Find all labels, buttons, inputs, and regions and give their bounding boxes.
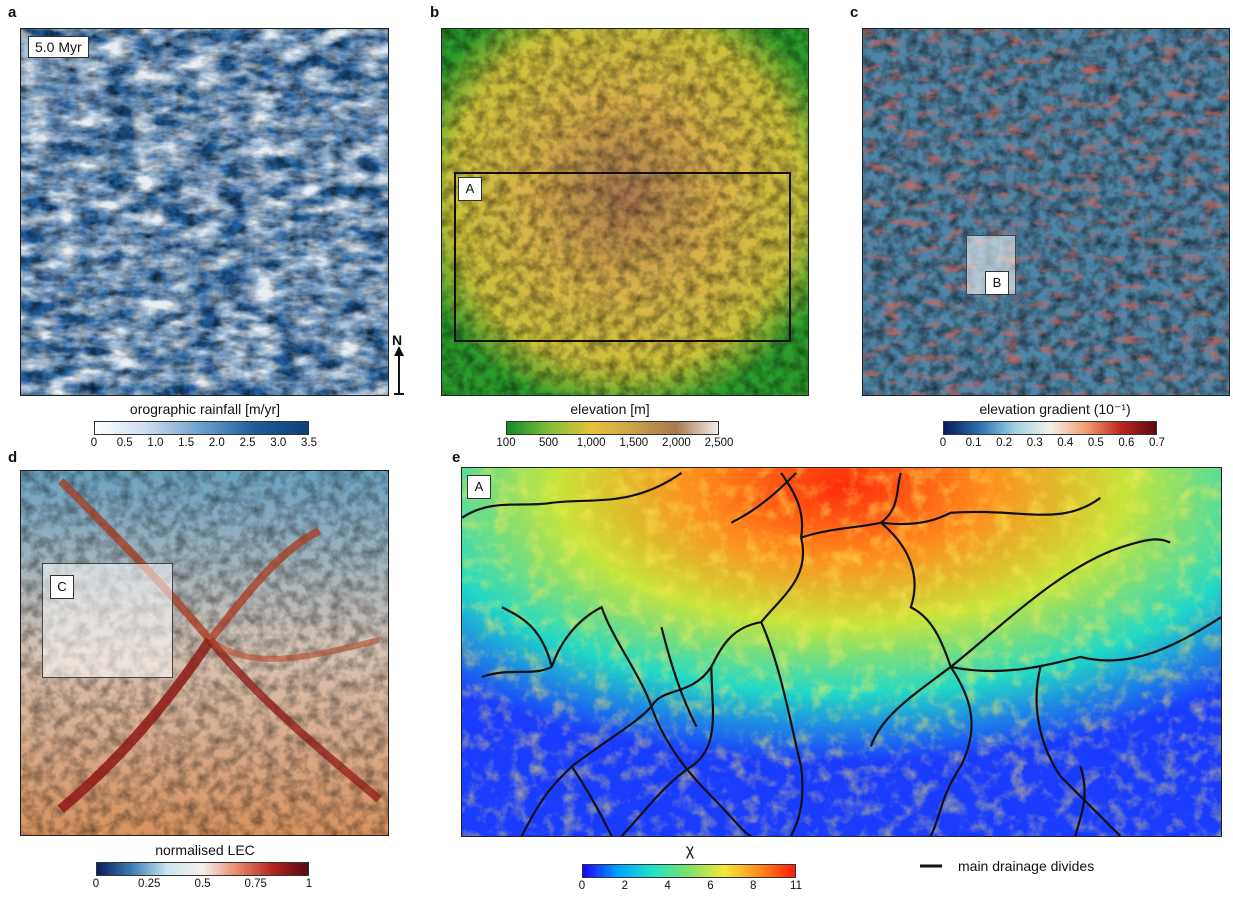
colorbar-tick-label: 0.75	[244, 878, 267, 890]
lec-colorbar	[96, 862, 309, 876]
panel-letter-c: c	[850, 4, 859, 21]
colorbar-tick-label: 6	[707, 880, 714, 892]
rainfall-colorbar	[94, 421, 309, 435]
drainage-divides	[462, 472, 1221, 836]
time-label: 5.0 Myr	[28, 36, 89, 58]
colorbar-tick-label: 1.5	[178, 437, 195, 449]
colorbar-tick-label: 500	[539, 437, 559, 449]
elevation-colorbar-title: elevation [m]	[570, 401, 650, 417]
region-a-chi-label: A	[467, 475, 491, 499]
colorbar-tick-label: 0.5	[194, 878, 211, 890]
elevation-map	[441, 28, 809, 396]
divide-legend-label: main drainage divides	[958, 858, 1095, 874]
region-c-label: C	[50, 575, 74, 599]
chi-colorbar	[582, 864, 796, 878]
colorbar-tick-label: 1,500	[619, 437, 649, 449]
colorbar-tick-label: 11	[790, 880, 802, 892]
colorbar-tick-label: 0.5	[1087, 437, 1104, 449]
colorbar-tick-label: 0.25	[138, 878, 161, 890]
region-a-label: A	[458, 177, 482, 201]
colorbar-tick-label: 3.0	[270, 437, 287, 449]
chi-map	[461, 467, 1222, 837]
elevation-colorbar	[506, 421, 719, 435]
panel-letter-e: e	[452, 449, 461, 466]
colorbar-tick-label: 2.5	[239, 437, 256, 449]
colorbar-tick-label: 4	[664, 880, 671, 892]
colorbar-tick-label: 2,000	[662, 437, 691, 449]
panel-letter-b: b	[430, 4, 440, 21]
colorbar-tick-label: 1.0	[147, 437, 164, 449]
rainfall-map	[20, 28, 389, 396]
gradient-colorbar-title: elevation gradient (10⁻¹)	[979, 401, 1131, 417]
panel-letter-a: a	[8, 4, 17, 21]
lec-colorbar-title: normalised LEC	[155, 842, 255, 858]
panel-letter-d: d	[8, 449, 18, 466]
colorbar-tick-label: 8	[749, 880, 757, 892]
colorbar-tick-label: 0	[939, 437, 947, 449]
rainfall-map-image	[21, 29, 388, 395]
colorbar-tick-label: 100	[496, 437, 516, 449]
rainfall-colorbar-title: orographic rainfall [m/yr]	[129, 401, 281, 417]
colorbar-tick-label: 0.3	[1026, 437, 1043, 449]
colorbar-tick-label: 0.2	[996, 437, 1013, 449]
region-a-outline	[454, 172, 791, 342]
colorbar-tick-label: 0.1	[965, 437, 982, 449]
gradient-colorbar	[943, 421, 1157, 435]
colorbar-tick-label: 0.6	[1118, 437, 1135, 449]
elevation-map-image	[442, 29, 808, 395]
north-label: N	[392, 332, 403, 348]
colorbar-tick-label: 0.5	[116, 437, 133, 449]
colorbar-tick-label: 2	[621, 880, 628, 892]
colorbar-tick-label: 2.0	[208, 437, 225, 449]
colorbar-tick-label: 0.4	[1057, 437, 1074, 449]
colorbar-tick-label: 0.7	[1149, 437, 1165, 449]
colorbar-tick-label: 0	[90, 437, 98, 449]
chi-map-image	[462, 468, 1221, 836]
north-arrow-icon	[394, 346, 404, 395]
region-b-label: B	[985, 271, 1009, 295]
colorbar-tick-label: 0	[92, 878, 100, 890]
gradient-map-image	[863, 29, 1229, 395]
divide-legend-line-icon	[920, 864, 942, 868]
gradient-map	[862, 28, 1230, 396]
colorbar-tick-label: 1,000	[576, 437, 606, 449]
colorbar-tick-label: 0	[578, 880, 586, 892]
colorbar-tick-label: 1	[305, 878, 313, 890]
colorbar-tick-label: 3.5	[301, 437, 317, 449]
chi-colorbar-title: χ	[685, 842, 695, 859]
colorbar-tick-label: 2,500	[704, 437, 734, 449]
